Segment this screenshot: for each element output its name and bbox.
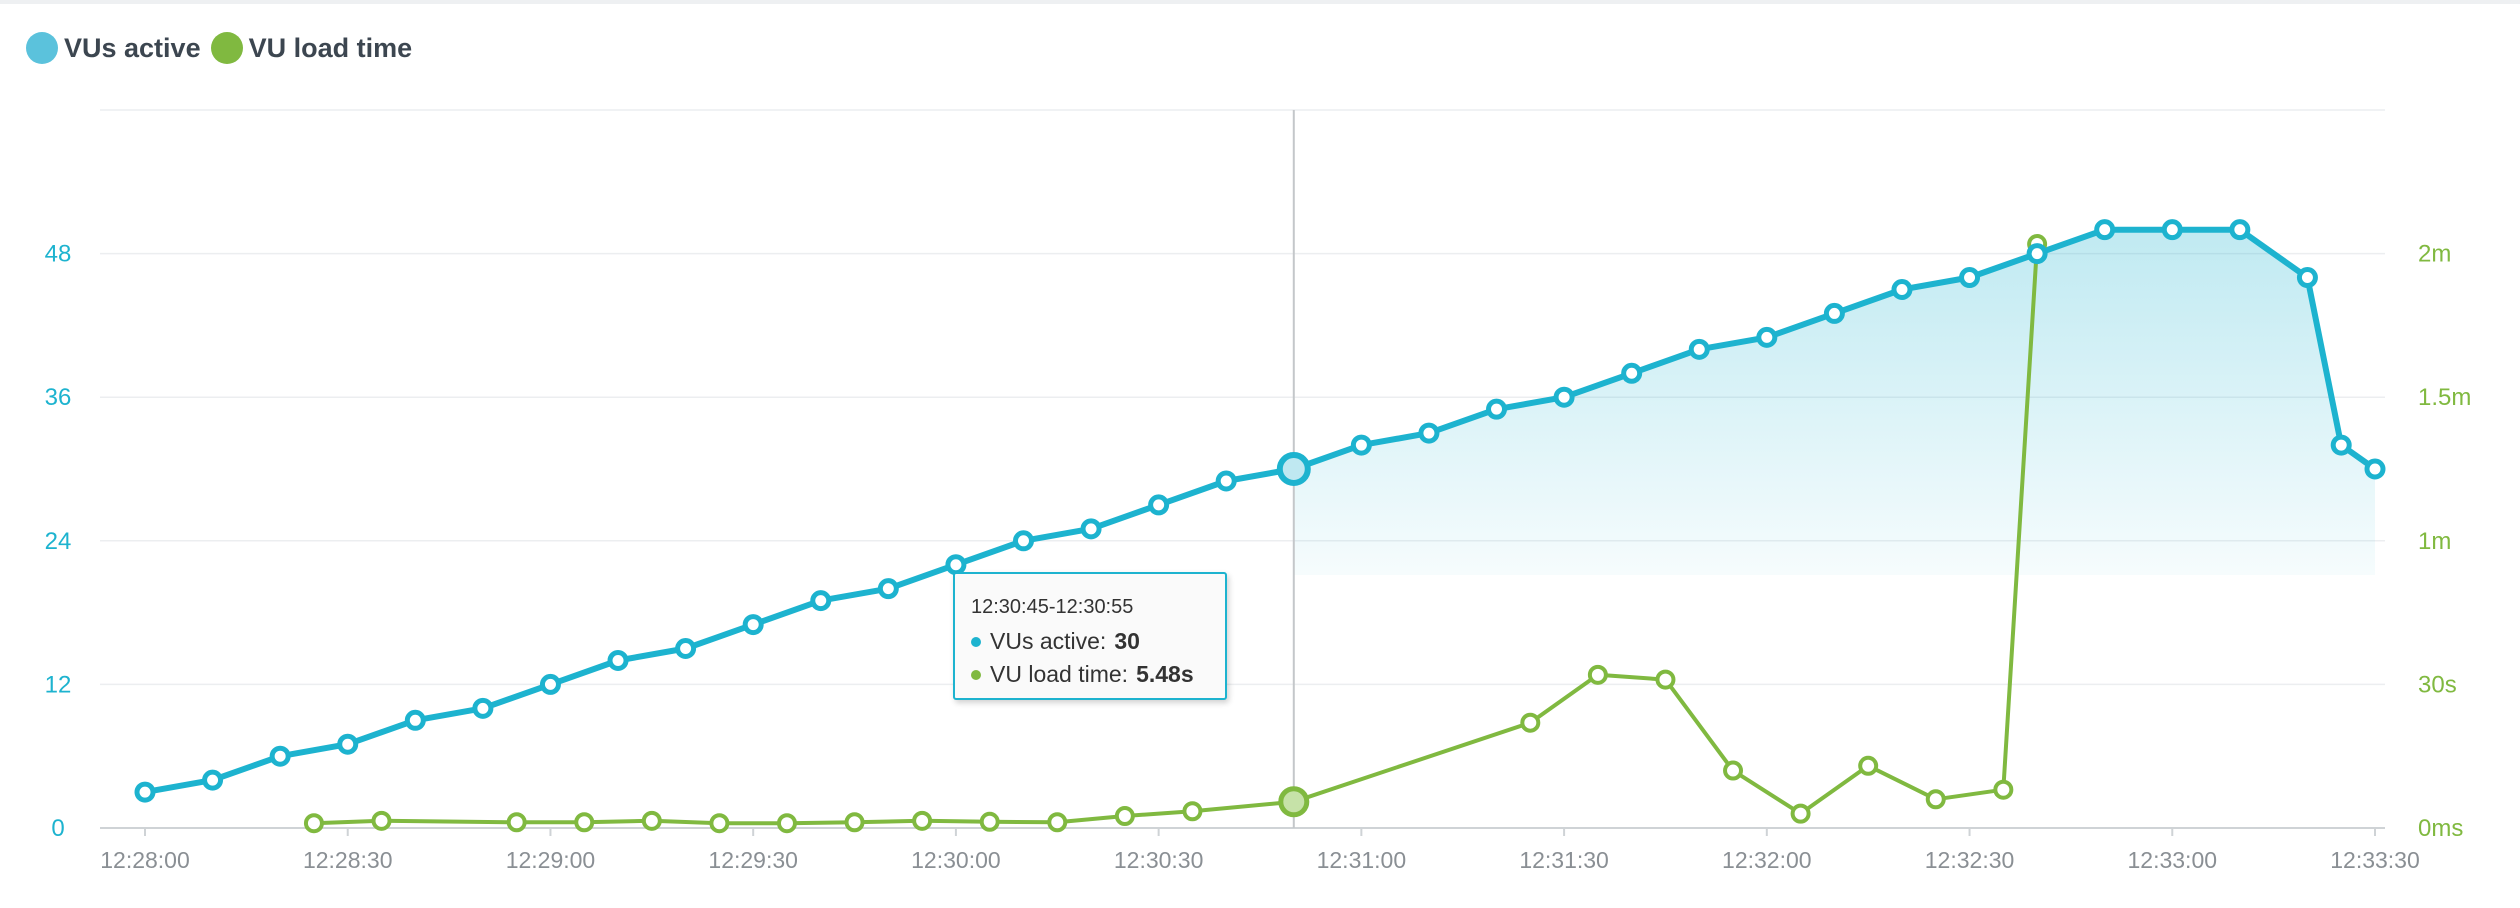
x-tick-label: 12:30:30	[1114, 847, 1204, 873]
vu-load-time-point	[1182, 801, 1203, 822]
legend-item-vu-load-time[interactable]: VU load time	[210, 32, 413, 64]
vus-active-point	[810, 590, 832, 612]
vus-active-point	[1418, 422, 1440, 444]
legend-label-vu-load-time: VU load time	[248, 32, 413, 63]
legend-marker-vus-active	[26, 32, 58, 64]
chart-tooltip: 12:30:45-12:30:55 VUs active: 30 VU load…	[953, 572, 1227, 700]
vus-active-point	[2229, 219, 2251, 241]
vu-load-time-point	[912, 810, 933, 831]
tooltip-marker-vu-load-time	[971, 669, 981, 680]
vus-active-point	[607, 649, 629, 671]
vus-active-point	[404, 709, 426, 731]
vus-active-point	[1823, 302, 1845, 324]
y-right-tick-label: 1.5m	[2418, 384, 2471, 411]
legend-marker-vu-load-time	[210, 32, 243, 64]
vus-active-point	[1350, 434, 1372, 456]
chart-legend: VUs active VU load time	[26, 30, 422, 66]
vus-active-point	[1276, 452, 1311, 486]
tooltip-label-vus-active: VUs active:	[990, 628, 1107, 654]
vu-load-time-point	[776, 813, 797, 834]
vus-active-point	[742, 614, 764, 636]
vus-active-area	[1293, 229, 2375, 575]
vus-active-point	[877, 578, 899, 600]
tooltip-time-range: 12:30:45-12:30:55	[971, 596, 1134, 618]
vu-load-time-point	[844, 812, 865, 833]
y-right-tick-label: 2m	[2418, 241, 2451, 268]
vus-active-point	[1012, 530, 1034, 552]
vu-load-time-point	[506, 812, 527, 833]
legend-label-vus-active: VUs active	[64, 32, 201, 63]
y-right-tick-label: 1m	[2418, 528, 2451, 555]
y-left-tick-label: 48	[45, 241, 72, 268]
vu-load-time-point	[1858, 755, 1879, 776]
vu-load-time-point	[1790, 803, 1811, 824]
tooltip-row-vus-active: VUs active: 30	[971, 625, 1225, 658]
vus-active-point	[2026, 243, 2048, 265]
vus-active-point	[1486, 398, 1508, 420]
vus-active-point	[1148, 494, 1170, 516]
y-right-tick-label: 30s	[2418, 671, 2457, 698]
vus-active-point	[1553, 386, 1575, 408]
vus-active-point	[1891, 279, 1913, 300]
vus-active-point	[1215, 470, 1237, 492]
x-tick-label: 12:29:30	[708, 847, 798, 873]
vu-load-time-point	[1723, 760, 1744, 781]
tooltip-marker-vus-active	[971, 636, 981, 647]
vus-active-point	[945, 554, 967, 576]
vus-active-point	[337, 733, 359, 755]
vu-load-time-point	[303, 813, 324, 834]
x-tick-label: 12:29:00	[506, 847, 596, 873]
vu-load-time-point	[1587, 664, 1608, 685]
vu-load-time-point	[1925, 789, 1946, 810]
vu-load-time-point	[709, 813, 730, 834]
top-divider	[0, 0, 2520, 4]
x-tick-label: 12:33:30	[2330, 847, 2420, 873]
vus-active-point	[2094, 219, 2116, 241]
y-left-tick-label: 0	[51, 815, 64, 842]
x-tick-label: 12:31:30	[1519, 847, 1609, 873]
y-left-tick-label: 12	[45, 671, 72, 698]
vus-active-point	[472, 697, 494, 719]
y-left-tick-label: 24	[45, 528, 72, 555]
vus-active-point	[2330, 434, 2352, 456]
tooltip-label-vu-load-time: VU load time:	[990, 661, 1129, 687]
vus-active-point	[1621, 362, 1643, 384]
x-tick-label: 12:28:00	[100, 847, 190, 873]
tooltip-value-vus-active: 30	[1114, 628, 1140, 654]
vus-active-point	[2364, 458, 2386, 480]
vus-active-point	[134, 781, 156, 803]
vus-active-point	[675, 638, 697, 659]
vu-load-time-point	[641, 810, 662, 831]
x-tick-label: 12:33:00	[2128, 847, 2218, 873]
tooltip-row-vu-load-time: VU load time: 5.48s	[971, 658, 1225, 691]
vus-active-point	[1688, 338, 1710, 360]
y-right-tick-label: 0ms	[2418, 815, 2463, 842]
vus-active-point	[1756, 326, 1778, 348]
x-tick-label: 12:32:30	[1925, 847, 2015, 873]
x-tick-label: 12:31:00	[1317, 847, 1407, 873]
x-tick-label: 12:32:00	[1722, 847, 1812, 873]
vus-active-point	[539, 673, 561, 695]
vu-load-time-point	[1993, 779, 2014, 800]
vu-load-time-point	[1114, 806, 1135, 827]
vu-load-time-point	[574, 812, 595, 833]
x-tick-label: 12:30:00	[911, 847, 1001, 873]
vu-load-time-point	[1278, 786, 1310, 818]
vus-active-point	[1080, 518, 1102, 540]
legend-item-vus-active[interactable]: VUs active	[26, 32, 201, 64]
x-tick-label: 12:28:30	[303, 847, 393, 873]
vu-load-time-point	[1520, 712, 1541, 733]
vus-active-point	[2296, 267, 2318, 289]
vus-active-point	[202, 769, 224, 791]
vu-load-time-point	[1047, 812, 1068, 833]
vus-active-point	[1959, 267, 1981, 289]
vus-active-point	[2161, 219, 2183, 241]
vu-load-time-point	[979, 811, 1000, 832]
vu-load-time-point	[371, 810, 392, 831]
y-left-tick-label: 36	[45, 384, 72, 411]
vu-load-time-point	[1655, 669, 1676, 690]
vus-active-point	[269, 745, 291, 767]
tooltip-value-vu-load-time: 5.48s	[1136, 661, 1194, 687]
